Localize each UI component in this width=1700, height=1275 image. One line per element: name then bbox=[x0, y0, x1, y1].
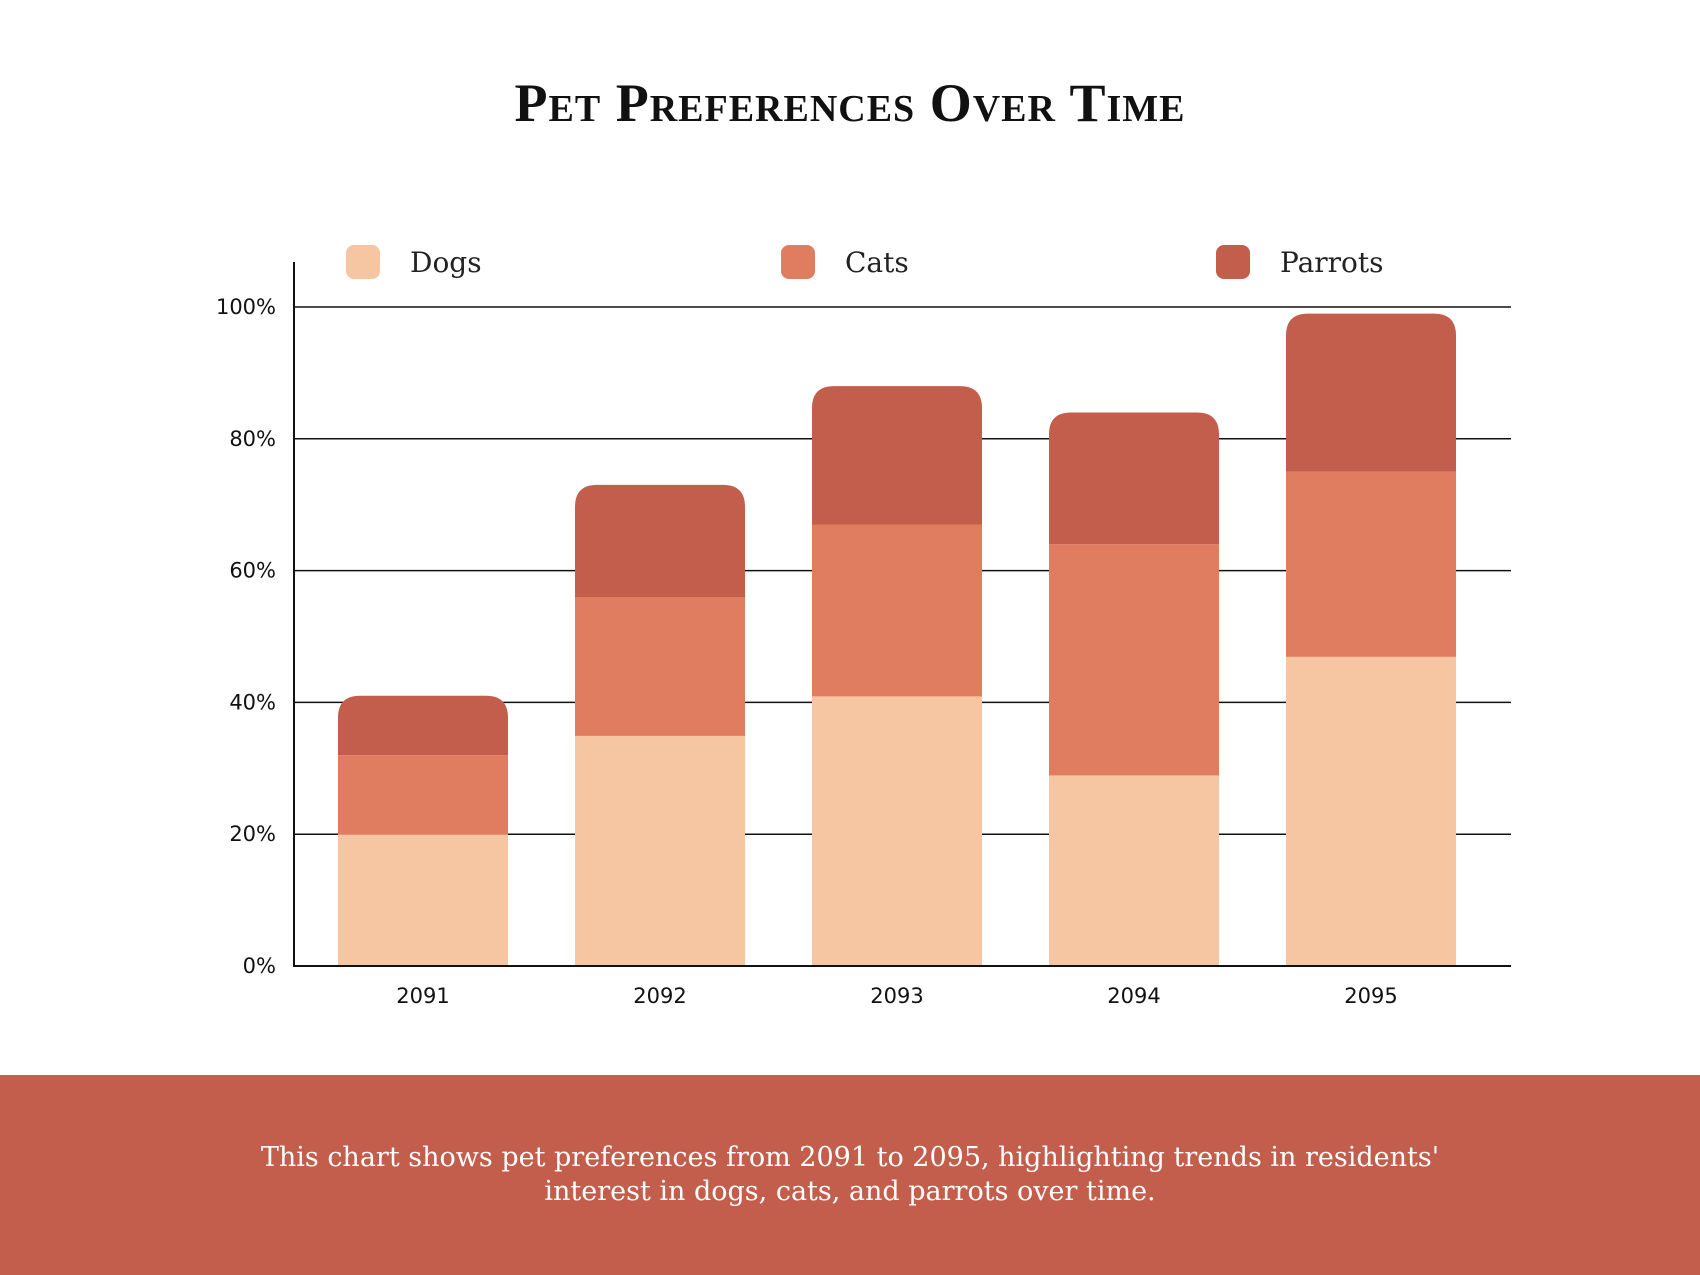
legend-swatch-cats bbox=[781, 245, 815, 279]
y-tick-label: 100% bbox=[216, 295, 276, 319]
footer-banner: This chart shows pet preferences from 20… bbox=[0, 1075, 1700, 1275]
bar-dogs-2092 bbox=[575, 735, 745, 967]
bar-dogs-2093 bbox=[812, 695, 982, 967]
bar-cats-2093 bbox=[812, 524, 982, 697]
bar-cats-2095 bbox=[1286, 471, 1456, 657]
legend-label-dogs: Dogs bbox=[410, 246, 482, 279]
footer-description: This chart shows pet preferences from 20… bbox=[260, 1142, 1440, 1207]
x-tick-label: 2092 bbox=[633, 984, 686, 1008]
bar-parrots-2093 bbox=[812, 386, 982, 525]
y-tick-label: 80% bbox=[229, 427, 276, 451]
legend-label-parrots: Parrots bbox=[1280, 246, 1384, 279]
y-tick-label: 60% bbox=[229, 559, 276, 583]
y-tick-label: 20% bbox=[229, 822, 276, 846]
x-tick-label: 2095 bbox=[1344, 984, 1397, 1008]
bar-parrots-2095 bbox=[1286, 313, 1456, 472]
chart-title: Pet Preferences Over Time bbox=[514, 73, 1186, 133]
legend-swatch-parrots bbox=[1216, 245, 1250, 279]
legend-swatch-dogs bbox=[346, 245, 380, 279]
bar-dogs-2094 bbox=[1049, 774, 1219, 967]
x-tick-label: 2091 bbox=[396, 984, 449, 1008]
bar-parrots-2094 bbox=[1049, 412, 1219, 545]
bar-cats-2091 bbox=[338, 755, 508, 835]
bar-cats-2092 bbox=[575, 596, 745, 736]
bar-parrots-2092 bbox=[575, 484, 745, 597]
bar-dogs-2091 bbox=[338, 834, 508, 967]
bar-cats-2094 bbox=[1049, 544, 1219, 776]
x-tick-label: 2094 bbox=[1107, 984, 1160, 1008]
bar-parrots-2091 bbox=[338, 695, 508, 756]
x-tick-label: 2093 bbox=[870, 984, 923, 1008]
stacked-bar-chart: 0% 20% 40% 60% 80% 100% 2091 2092 2093 2094 2095 Do… bbox=[216, 245, 1511, 1008]
y-tick-label: 0% bbox=[243, 954, 276, 978]
legend-label-cats: Cats bbox=[845, 246, 909, 279]
y-tick-label: 40% bbox=[229, 690, 276, 714]
bar-dogs-2095 bbox=[1286, 656, 1456, 967]
